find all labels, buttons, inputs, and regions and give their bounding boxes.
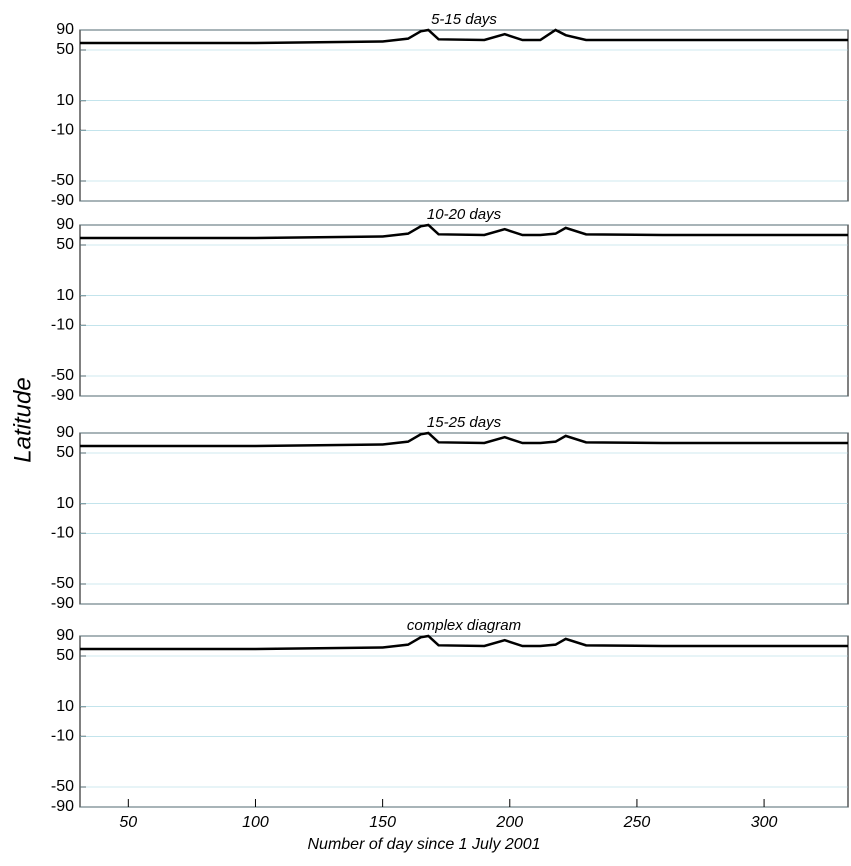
y-tick-label: -50: [51, 367, 74, 384]
x-tick-label: 250: [623, 814, 651, 831]
y-tick-label: -90: [51, 595, 74, 612]
x-tick-label: 50: [119, 814, 137, 831]
panel-title: 10-20 days: [427, 206, 502, 223]
x-tick-label: 100: [242, 814, 269, 831]
boundary-line: [80, 223, 848, 240]
x-axis-label: Number of day since 1 July 2001: [307, 836, 540, 853]
y-tick-label: 50: [56, 647, 74, 664]
y-tick-label: 50: [56, 236, 74, 253]
plot-frame: [79, 432, 849, 605]
y-tick-label: -90: [51, 798, 74, 815]
y-tick-label: -50: [51, 172, 74, 189]
y-axis-label: Latitude: [9, 377, 36, 462]
y-tick-label: 90: [56, 21, 74, 38]
y-tick-label: 90: [56, 216, 74, 233]
y-tick-label: 10: [56, 698, 74, 715]
plot-frame: [79, 224, 849, 397]
y-tick-label: -50: [51, 778, 74, 795]
x-tick-label: 150: [369, 814, 396, 831]
y-tick-label: 50: [56, 444, 74, 461]
y-tick-label: 10: [56, 287, 74, 304]
y-tick-label: 10: [56, 495, 74, 512]
y-tick-label: 90: [56, 627, 74, 644]
boundary-line: [80, 431, 848, 448]
y-tick-label: -10: [51, 317, 74, 334]
y-tick-label: 50: [56, 41, 74, 58]
y-tick-label: -50: [51, 575, 74, 592]
x-tick-label: 300: [751, 814, 778, 831]
y-tick-label: 90: [56, 424, 74, 441]
plot-frame: [79, 635, 849, 808]
y-tick-label: -90: [51, 192, 74, 209]
panel-title: 5-15 days: [431, 11, 497, 28]
boundary-line: [80, 28, 848, 45]
y-tick-label: -10: [51, 122, 74, 139]
y-tick-label: 10: [56, 92, 74, 109]
panel-title: complex diagram: [407, 617, 521, 634]
y-tick-label: -10: [51, 525, 74, 542]
y-tick-label: -10: [51, 728, 74, 745]
plot-frame: [79, 29, 849, 202]
panel-title: 15-25 days: [427, 414, 502, 431]
y-tick-label: -90: [51, 387, 74, 404]
boundary-line: [80, 634, 848, 651]
x-tick-label: 200: [495, 814, 523, 831]
